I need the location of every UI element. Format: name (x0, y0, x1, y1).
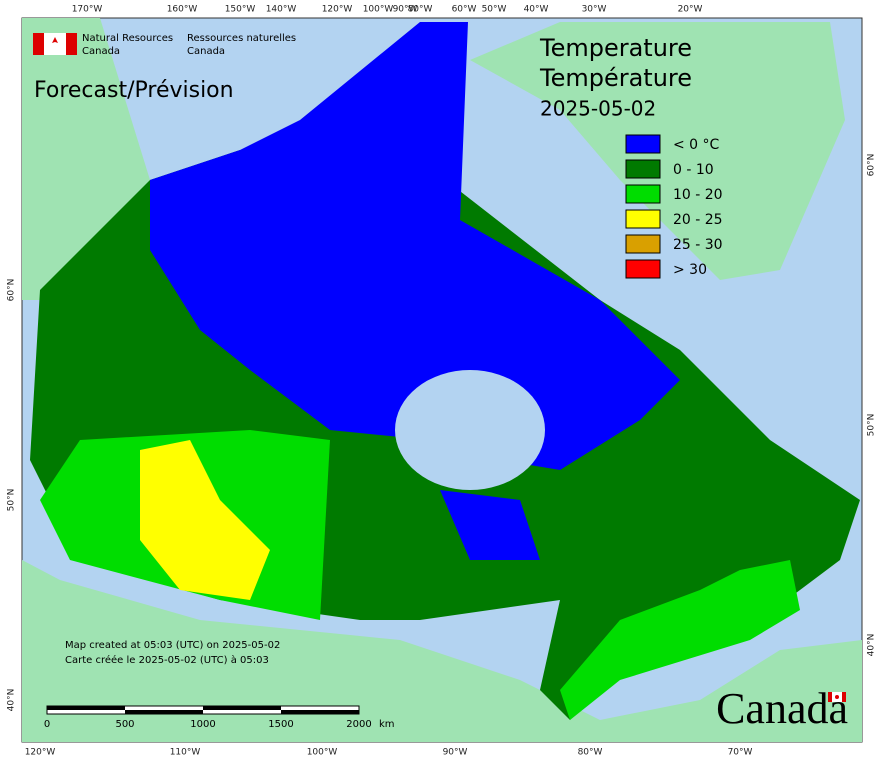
scale-segment (281, 710, 359, 714)
graticule: 170°W 160°W 150°W 140°W 120°W 100°W 90°W80°W 60… (7, 5, 877, 758)
legend-swatch (625, 184, 661, 204)
grid-label: 70°W (728, 748, 753, 758)
legend-label: 25 - 30 (673, 237, 723, 253)
grid-label: 50°W (482, 5, 507, 15)
legend-label: 20 - 25 (673, 212, 723, 228)
legend-label: 10 - 20 (673, 187, 723, 203)
grid-label: 60°N (7, 279, 17, 302)
agency: Canada (82, 46, 120, 57)
title: Temperature (539, 34, 692, 62)
wordmark: Canada (716, 684, 848, 733)
grid-label: 50°N (7, 489, 17, 512)
agency: Ressources naturelles (187, 33, 296, 44)
grid-label: 110°W (170, 748, 201, 758)
legend-swatch (625, 209, 661, 229)
grid-label: 60°N (867, 154, 877, 177)
grid-label: 150°W (225, 5, 256, 15)
agency: Natural Resources (82, 33, 173, 44)
flag (33, 33, 77, 55)
grid-label: 40°N (7, 689, 17, 712)
credit: Map created at 05:03 (UTC) on 2025-05-02 (65, 640, 280, 651)
grid-label: 90°W (443, 748, 468, 758)
wordmark-flag (828, 692, 846, 702)
grid-label: 40°W (524, 5, 549, 15)
grid-label: 40°N (867, 634, 877, 657)
legend-swatch (625, 259, 661, 279)
grid-label: 90°W (393, 5, 418, 15)
credit: Carte créée le 2025-05-02 (UTC) à 05:03 (65, 654, 269, 666)
scale-segment (125, 710, 203, 714)
legend-swatch (625, 159, 661, 179)
grid-label: 50°N (867, 414, 877, 437)
grid-label: 100°W (307, 748, 338, 758)
grid-label: 80°W (408, 5, 433, 15)
date: 2025-05-02 (540, 97, 656, 121)
grid-label: 30°W (582, 5, 607, 15)
legend-label: 0 - 10 (673, 162, 714, 178)
grid-label: 160°W (167, 5, 198, 15)
land (22, 18, 862, 742)
scale-label: 2000 (346, 719, 371, 730)
grid-label: 140°W (266, 5, 297, 15)
legend-swatch (625, 134, 661, 154)
scale-label: 0 (44, 719, 50, 730)
grid-label: 120°W (322, 5, 353, 15)
agency: Canada (187, 46, 225, 57)
grid-label: 80°W (578, 748, 603, 758)
grid-label: 100°W (363, 5, 394, 15)
scale-unit: km (379, 719, 395, 730)
scale-label: 1500 (268, 719, 293, 730)
subtitle: Forecast/Prévision (34, 78, 234, 103)
scale-label: 1000 (190, 719, 215, 730)
scale-segment (203, 706, 281, 710)
grid-label: 170°W (72, 5, 103, 15)
legend-swatch (625, 234, 661, 254)
grid-label: 20°W (678, 5, 703, 15)
scale-segment (47, 706, 125, 710)
grid-label: 120°W (25, 748, 56, 758)
grid-label: 60°W (452, 5, 477, 15)
legend-label: < 0 °C (673, 137, 720, 153)
legend: < 0 °C 0 - 10 10 - 20 20 - 25 25 - 30 > 30 (625, 134, 723, 279)
scale-label: 500 (115, 719, 134, 730)
legend-label: > 30 (673, 262, 707, 278)
title: Température (539, 64, 692, 92)
scale-bar: 0 500 1000 1500 2000 km (44, 705, 395, 730)
